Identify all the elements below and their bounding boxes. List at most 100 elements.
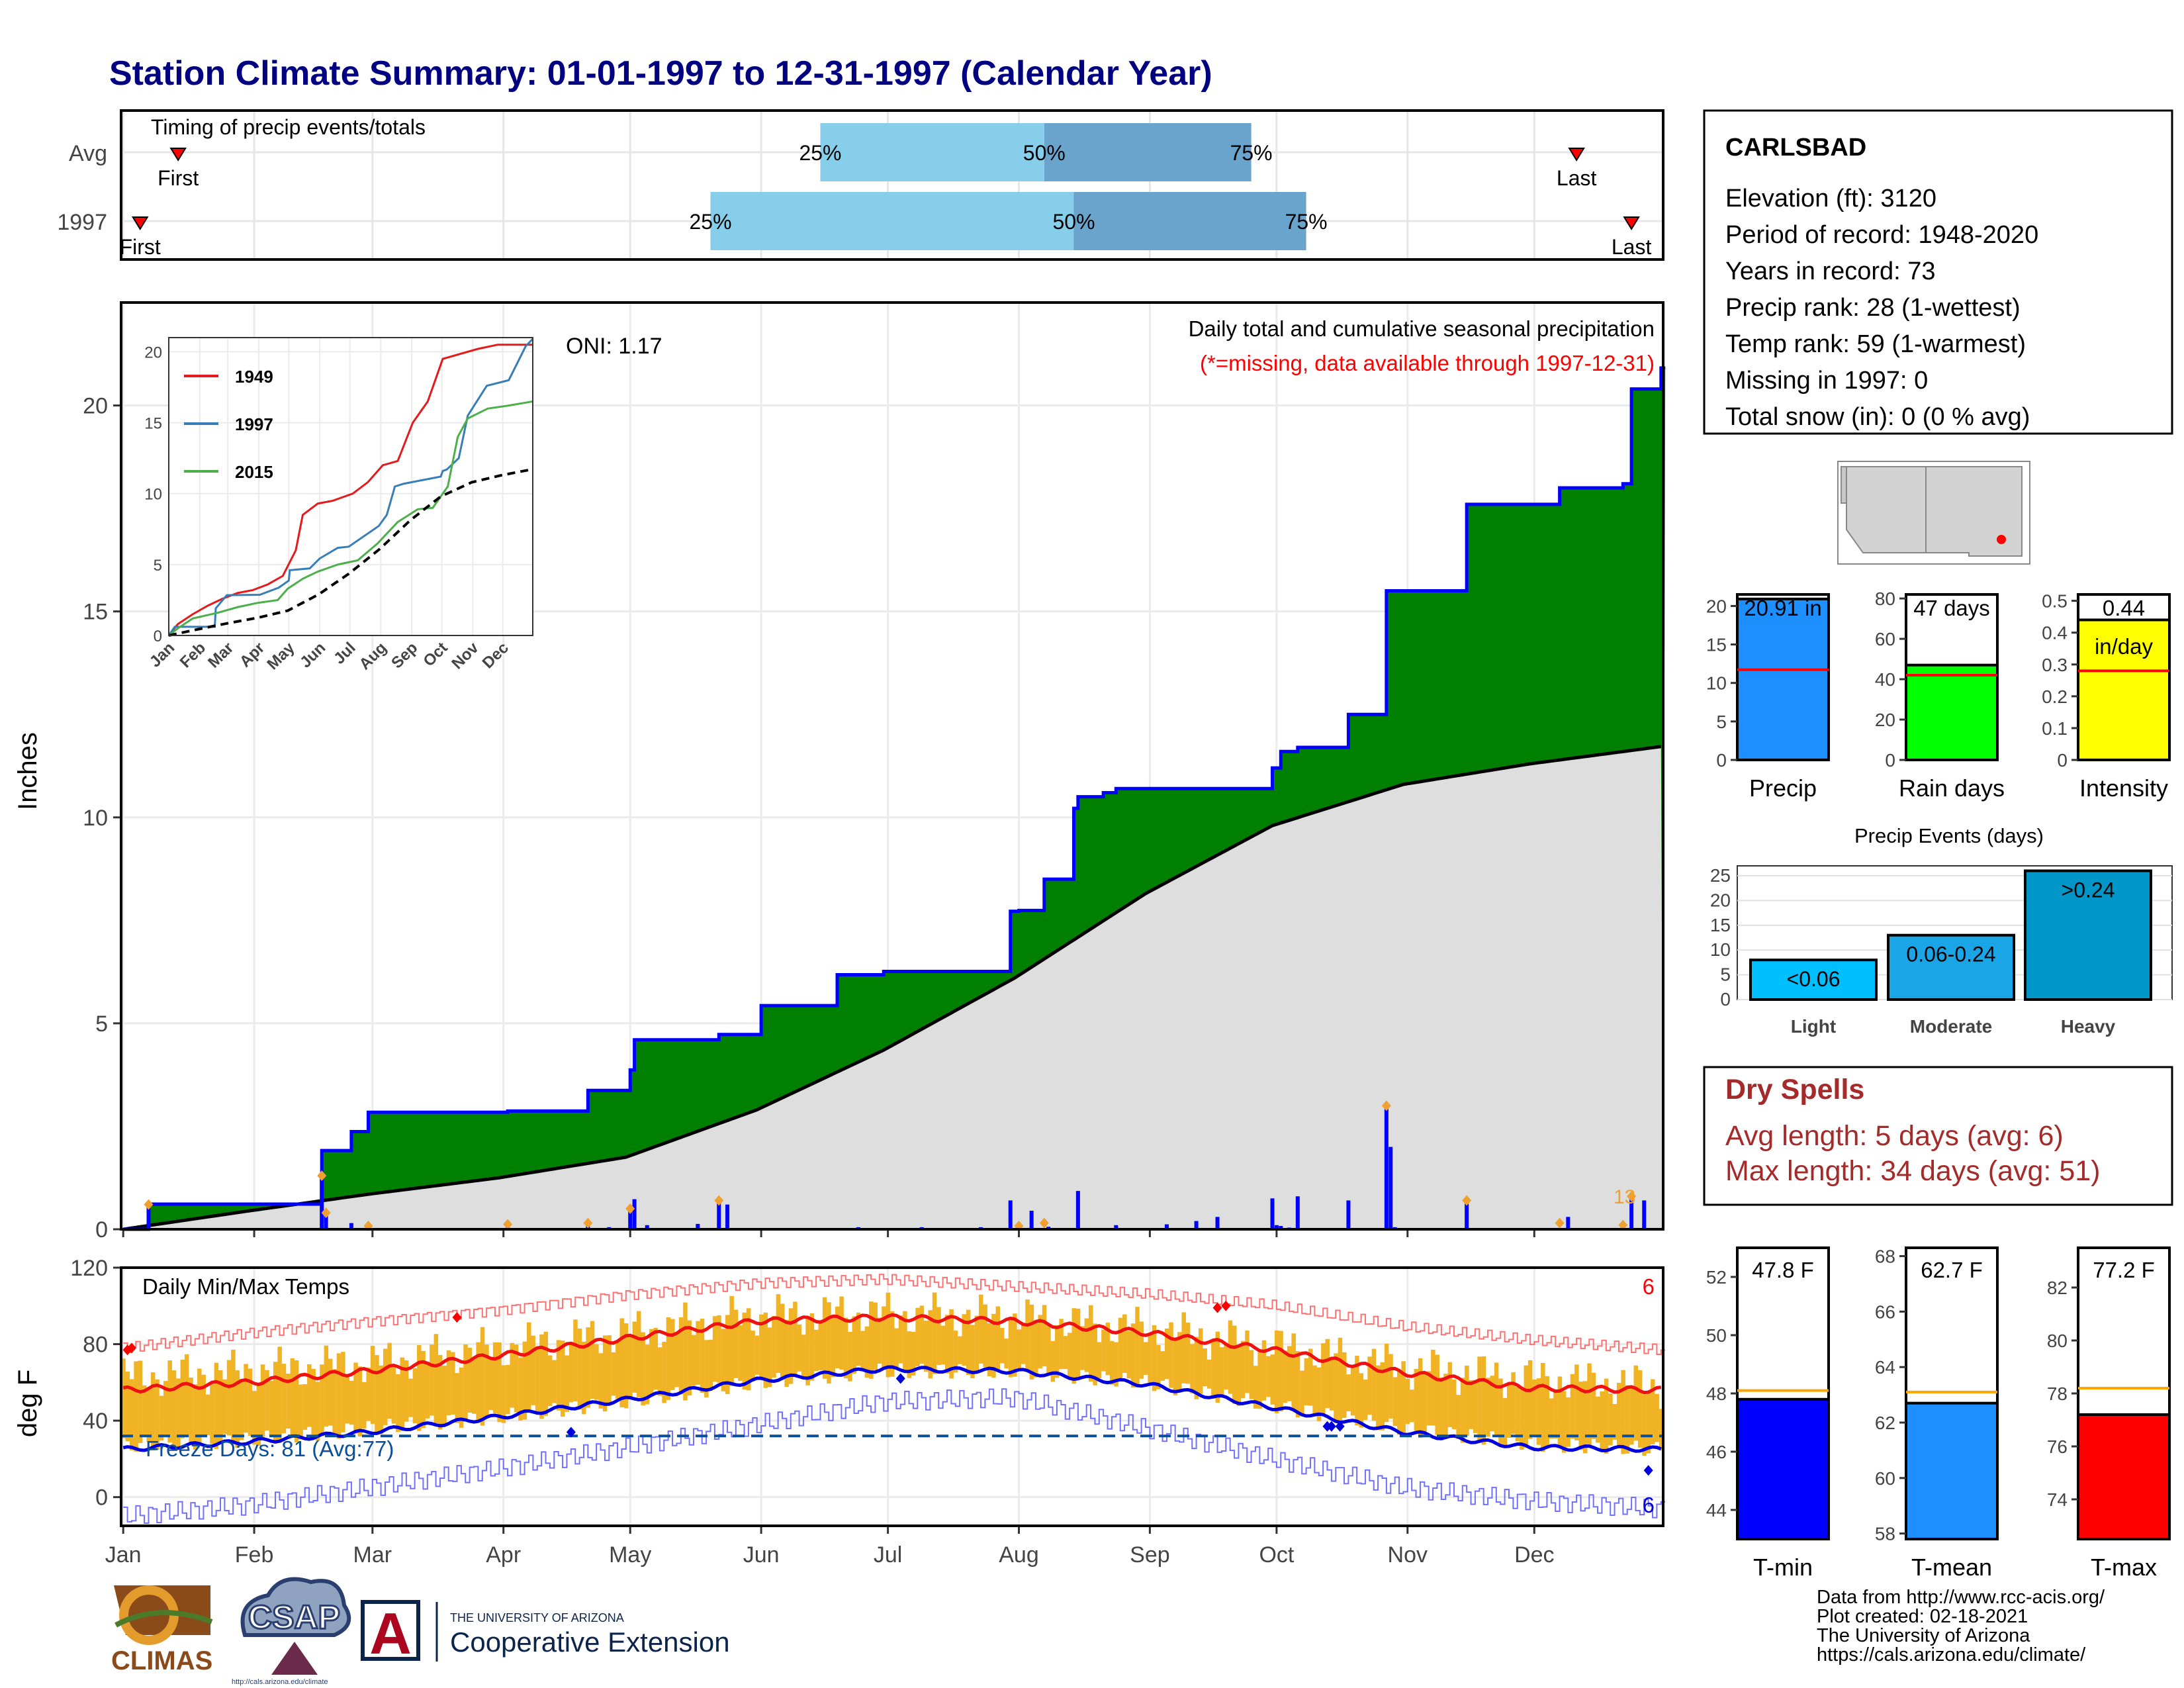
- temp-day-bar: [408, 1378, 413, 1417]
- temp-day-bar: [886, 1292, 891, 1378]
- temp-day-bar: [125, 1371, 130, 1442]
- temp-day-bar: [484, 1344, 489, 1418]
- temp-day-bar: [582, 1341, 586, 1415]
- climas-logo-wave: [114, 1610, 213, 1628]
- precip-extreme-mark: [144, 1199, 154, 1210]
- temp-day-bar: [1325, 1338, 1330, 1409]
- timing-bar-q50-q75: [1073, 192, 1306, 250]
- value-bar: [1905, 1401, 1999, 1541]
- daily-precip-bar: [324, 1213, 328, 1229]
- temp-day-bar: [383, 1348, 388, 1425]
- inset-x-tick-label: Jan: [146, 639, 178, 671]
- credit-line: The University of Arizona: [1817, 1625, 2030, 1646]
- temp-day-bar: [1612, 1403, 1617, 1440]
- temp-day-bar: [404, 1360, 409, 1422]
- temp-day-bar: [501, 1365, 506, 1423]
- inset-x-tick-label: May: [263, 639, 298, 674]
- precip-extreme-mark: [1555, 1217, 1565, 1229]
- precip-events-bars: 0 5 10 15 20 25 <0.06 Light 0.06-0.24 Moderate >0.…: [1710, 865, 2173, 1037]
- temp-day-bar: [1350, 1365, 1355, 1416]
- temp-day-bar: [1405, 1378, 1410, 1425]
- temp-day-bar: [1211, 1339, 1216, 1399]
- temp-day-bar: [653, 1327, 659, 1390]
- temp-day-bar: [1093, 1323, 1097, 1385]
- small-y-tick-label: 78: [2047, 1383, 2068, 1404]
- small-y-tick-label: 40: [1875, 669, 1895, 690]
- temp-day-bar: [476, 1342, 480, 1423]
- temp-day-bar: [375, 1355, 379, 1433]
- temp-day-bar: [357, 1366, 363, 1437]
- temp-day-bar: [1460, 1378, 1465, 1443]
- temp-day-bar: [543, 1331, 549, 1416]
- inset-x-tick-label: Dec: [479, 639, 512, 672]
- inset-series-line: [168, 467, 533, 637]
- small-panel-label: Precip: [1749, 774, 1817, 802]
- temp-day-bar: [129, 1379, 134, 1451]
- temp-day-bar: [788, 1308, 794, 1384]
- temp-day-bar: [1199, 1328, 1203, 1394]
- temp-day-bar: [1034, 1323, 1038, 1378]
- temp-day-bar: [298, 1384, 303, 1440]
- temp-day-bar: [1228, 1320, 1233, 1394]
- temp-day-bar: [201, 1374, 206, 1436]
- inset-legend-label: 2015: [235, 462, 273, 482]
- temp-day-bar: [776, 1294, 781, 1374]
- temp-day-bar: [1527, 1360, 1533, 1439]
- temp-day-bar: [1536, 1378, 1541, 1445]
- temp-day-bar: [1203, 1348, 1207, 1387]
- station-info-frame: [1703, 109, 2173, 435]
- temp-day-bar: [717, 1315, 721, 1383]
- temp-day-bar: [1063, 1336, 1068, 1370]
- temp-day-bar: [949, 1309, 954, 1379]
- month-label: Oct: [1259, 1542, 1294, 1568]
- temp-day-bar: [1130, 1323, 1136, 1388]
- small-y-tick-label: 80: [1875, 588, 1895, 609]
- temp-day-bar: [911, 1331, 916, 1376]
- month-label: Apr: [486, 1542, 521, 1568]
- temp-day-bar: [721, 1329, 726, 1391]
- temp-day-bar: [991, 1313, 996, 1378]
- timing-bar-q25-q50: [820, 123, 1044, 181]
- temp-y-ticks: 0 40 80 120: [70, 1256, 121, 1511]
- temp-day-bar: [987, 1323, 992, 1376]
- temp-daily-range-bars: [121, 1292, 1664, 1456]
- temp-day-bar: [1144, 1342, 1148, 1375]
- precip-missing-note: (*=missing, data available through 1997-…: [1200, 351, 1655, 375]
- station-name: CARLSBAD: [1725, 134, 1866, 162]
- temp-day-bar: [691, 1335, 696, 1386]
- temp-day-bar: [649, 1329, 654, 1395]
- temp-day-bar: [729, 1295, 734, 1386]
- temp-day-bar: [446, 1350, 451, 1416]
- temp-day-bar: [1245, 1331, 1250, 1393]
- annual-total-bars: 20.91 in 0 5 10 15 20 Precip 47 days 0 20 40 60 80 Ra…: [1706, 588, 2171, 802]
- temp-day-bar: [852, 1316, 857, 1374]
- temp-day-bar: [932, 1292, 937, 1374]
- temp-day-bar: [1507, 1385, 1512, 1438]
- temp-day-bar: [1118, 1317, 1123, 1379]
- last-event-label: Last: [1612, 235, 1652, 259]
- station-location-marker: [1997, 535, 2006, 544]
- temp-day-bar: [586, 1327, 590, 1408]
- temp-day-bar: [290, 1358, 295, 1435]
- temp-day-bar: [641, 1332, 645, 1406]
- temp-day-bar: [307, 1364, 312, 1427]
- small-y-tick-label: 20: [1875, 710, 1895, 730]
- month-axis-labels: Jan Feb Mar Apr May Jun Jul Aug Sep Oct Nov Dec: [105, 1526, 1555, 1568]
- precip-average-line: [122, 745, 1662, 1231]
- temp-day-bar: [670, 1319, 675, 1390]
- temp-day-bar: [1224, 1342, 1228, 1390]
- temp-day-bar: [822, 1297, 827, 1379]
- temp-day-bar: [1181, 1312, 1186, 1383]
- temp-day-bar: [983, 1304, 987, 1368]
- timing-panel-frame: [120, 109, 1664, 261]
- temp-day-bar: [239, 1379, 244, 1440]
- temp-day-bar: [1561, 1391, 1567, 1453]
- temp-day-bar: [1173, 1338, 1178, 1395]
- first-event-label: First: [158, 166, 199, 190]
- inset-x-tick-label: Mar: [205, 639, 237, 671]
- state-shape: [1925, 466, 2023, 557]
- temp-day-bar: [1316, 1367, 1322, 1421]
- temp-day-bar: [1160, 1351, 1165, 1381]
- temp-day-bar: [1532, 1379, 1537, 1437]
- temp-y-tick-label: 0: [95, 1485, 108, 1511]
